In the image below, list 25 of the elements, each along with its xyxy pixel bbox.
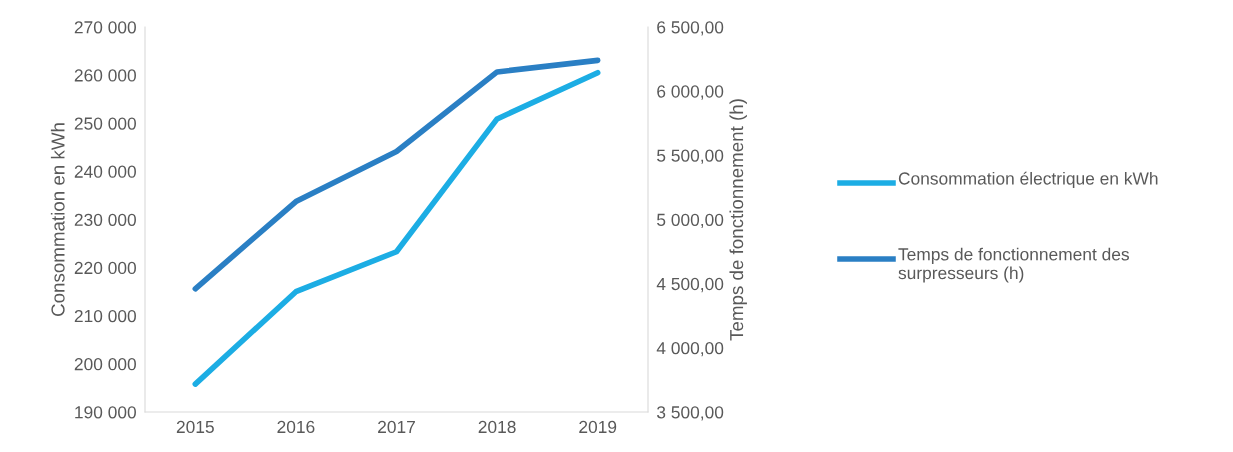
y2-tick-label: 4 500,00: [656, 277, 724, 293]
x-tick-label: 2016: [277, 420, 315, 434]
x-tick-label: 2015: [176, 420, 214, 434]
y2-tick-label: 3 500,00: [657, 406, 724, 421]
y-tick-label: 250 000: [74, 117, 136, 130]
x-tick-label: 2019: [579, 420, 617, 434]
y-tick-label: 260 000: [74, 69, 136, 82]
y2-tick-label: 4 000,00: [656, 342, 724, 357]
y-axis-title: Consommation en kWh: [50, 123, 65, 316]
y-tick-label: 270 000: [74, 21, 136, 34]
y2-tick-label: 5 500,00: [657, 149, 724, 164]
y-tick-label: 230 000: [74, 213, 136, 226]
y-tick-label: 200 000: [74, 358, 136, 371]
y2-tick-label: 6 000,00: [657, 85, 724, 100]
y2-axis-title: Temps de fonctionnement (h): [729, 99, 747, 341]
y-tick-label: 210 000: [74, 309, 136, 323]
y2-tick-label: 5 000,00: [657, 213, 724, 229]
y-tick-label: 190 000: [75, 406, 136, 419]
y2-tick-label: 6 500,00: [657, 21, 724, 36]
x-tick-label: 2018: [478, 420, 516, 434]
y-tick-label: 240 000: [74, 165, 136, 178]
x-tick-label: 2017: [378, 420, 415, 434]
legend-label: Temps de fonctionnement des surpresseurs (h): [898, 247, 1129, 283]
legend-label: Consommation électrique en kWh: [898, 171, 1158, 189]
y-tick-label: 220 000: [74, 261, 136, 275]
